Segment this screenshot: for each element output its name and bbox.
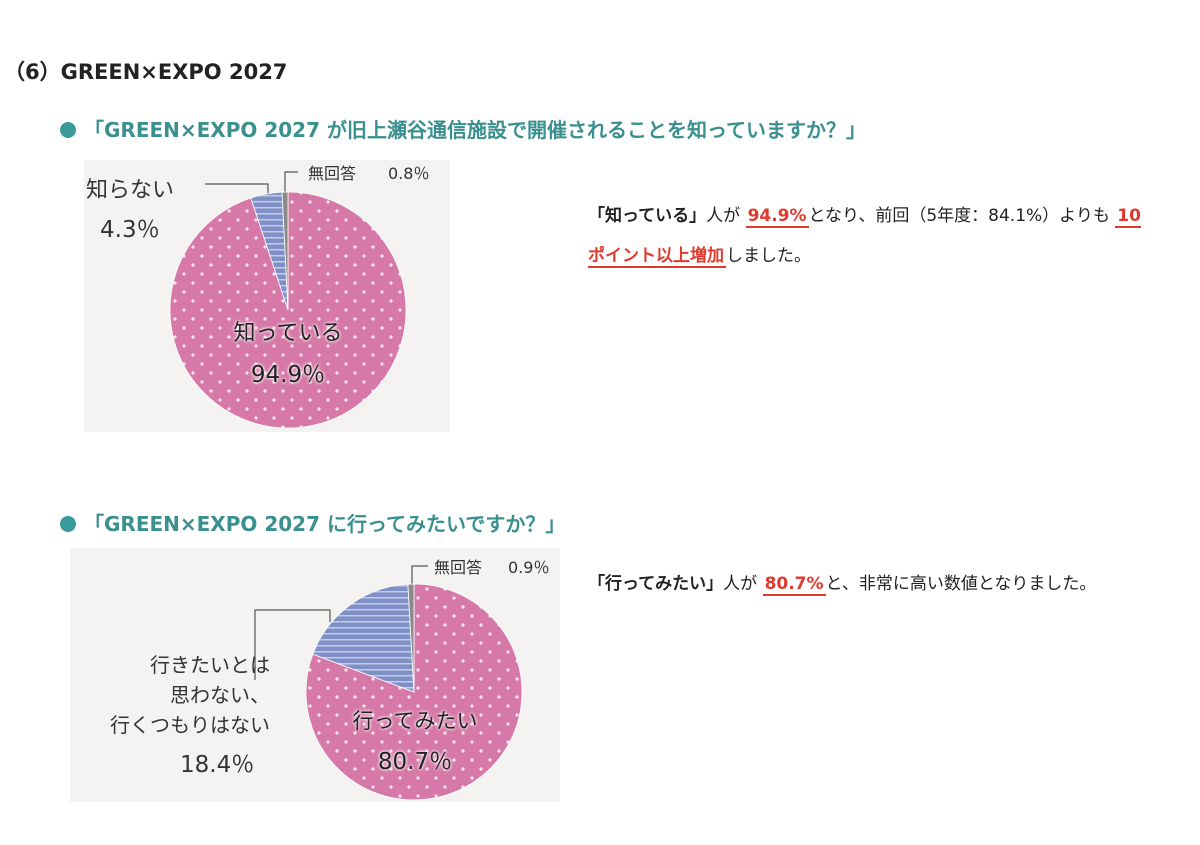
pie-slice (407, 583, 415, 693)
note-text: しました。 (726, 246, 811, 266)
question: 「GREEN×EXPO 2027 が旧上瀬谷通信施設で開催されることを知っていま… (60, 114, 866, 143)
leader-line (205, 183, 269, 196)
pie-slice (312, 583, 415, 693)
note-text: 「知っている」 (588, 206, 707, 226)
note-text: となり、前回（5年度：84.1%）よりも (808, 206, 1116, 226)
leader-line (284, 171, 298, 195)
note: 「行ってみたい」人が 80.7% と、非常に高い数値となりました。 (588, 564, 1128, 604)
slice-label: 知っている (233, 321, 343, 346)
slice-label: 行ってみたい (352, 709, 478, 733)
question: 「GREEN×EXPO 2027 に行ってみたいですか？」 (60, 508, 565, 537)
note-highlight: 94.9% (745, 206, 809, 228)
heading: （6）GREEN×EXPO 2027 (4, 60, 288, 84)
pie-slice (281, 191, 289, 311)
slice-label: 知らない (86, 178, 175, 203)
note-text: と、非常に高い数値となりました。 (825, 574, 1097, 594)
note-text: 人が (723, 574, 763, 594)
slice-value: 0.9％ (508, 558, 550, 577)
note-text: 「行ってみたい」 (588, 574, 724, 594)
leader-line (411, 565, 428, 585)
slice-value: 18.4％ (180, 752, 255, 778)
note-highlight: 80.7% (762, 574, 826, 596)
note-highlight: 10 ポイント以上増加 (588, 206, 1141, 268)
slice-label: 行きたいとは 思わない、 行くつもりはない (110, 653, 270, 737)
note: 「知っている」人が 94.9% となり、前回（5年度：84.1%）よりも 10 ポ… (588, 196, 1148, 276)
slice-value: 94.9％ (250, 362, 326, 388)
note-text: 人が (706, 206, 746, 226)
slice-value: 80.7％ (377, 749, 453, 775)
slice-label: 無回答 (434, 558, 483, 577)
leader-line (254, 609, 331, 680)
slice-value: 4.3％ (100, 217, 160, 243)
slice-label: 無回答 (308, 164, 357, 183)
slice-value: 0.8％ (388, 164, 430, 183)
